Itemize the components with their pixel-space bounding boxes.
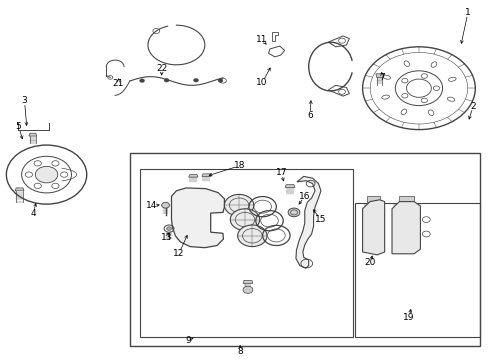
Text: 15: 15 bbox=[315, 215, 327, 224]
Text: 12: 12 bbox=[173, 249, 185, 258]
Polygon shape bbox=[376, 74, 384, 77]
Text: 14: 14 bbox=[146, 202, 158, 210]
Text: 7: 7 bbox=[379, 73, 385, 82]
Polygon shape bbox=[189, 175, 198, 177]
Polygon shape bbox=[363, 200, 385, 255]
Circle shape bbox=[230, 209, 260, 230]
Text: 5: 5 bbox=[16, 122, 22, 131]
Polygon shape bbox=[399, 196, 414, 202]
Text: 9: 9 bbox=[186, 336, 192, 345]
Circle shape bbox=[288, 208, 300, 217]
Text: 8: 8 bbox=[237, 346, 243, 356]
Bar bbox=[130, 153, 480, 346]
Text: 4: 4 bbox=[30, 209, 36, 217]
Polygon shape bbox=[243, 280, 253, 283]
Text: 22: 22 bbox=[156, 64, 167, 73]
Circle shape bbox=[35, 166, 58, 183]
Polygon shape bbox=[15, 188, 24, 191]
Polygon shape bbox=[202, 174, 211, 176]
Text: 10: 10 bbox=[256, 78, 268, 87]
Bar bbox=[355, 203, 480, 337]
Circle shape bbox=[194, 78, 198, 82]
Text: 17: 17 bbox=[276, 168, 288, 177]
Polygon shape bbox=[392, 202, 420, 254]
Text: 11: 11 bbox=[256, 35, 268, 44]
Circle shape bbox=[238, 225, 267, 247]
Bar bbox=[140, 169, 353, 337]
Circle shape bbox=[224, 194, 254, 216]
Text: 1: 1 bbox=[465, 8, 471, 17]
Circle shape bbox=[164, 78, 169, 82]
Polygon shape bbox=[296, 176, 321, 268]
Text: 13: 13 bbox=[161, 233, 172, 242]
Text: 3: 3 bbox=[22, 96, 27, 105]
Text: 21: 21 bbox=[112, 79, 123, 88]
Polygon shape bbox=[285, 185, 295, 188]
Text: 20: 20 bbox=[364, 258, 376, 267]
Polygon shape bbox=[172, 188, 224, 248]
Polygon shape bbox=[29, 133, 37, 136]
Text: 19: 19 bbox=[403, 313, 415, 322]
Text: 16: 16 bbox=[299, 192, 311, 201]
Text: 18: 18 bbox=[234, 161, 246, 170]
Circle shape bbox=[162, 202, 170, 208]
Polygon shape bbox=[367, 196, 380, 202]
Text: 6: 6 bbox=[307, 111, 313, 120]
Circle shape bbox=[218, 79, 223, 82]
Text: 2: 2 bbox=[470, 102, 476, 111]
Circle shape bbox=[167, 227, 172, 230]
Circle shape bbox=[243, 286, 253, 293]
Circle shape bbox=[140, 79, 145, 82]
